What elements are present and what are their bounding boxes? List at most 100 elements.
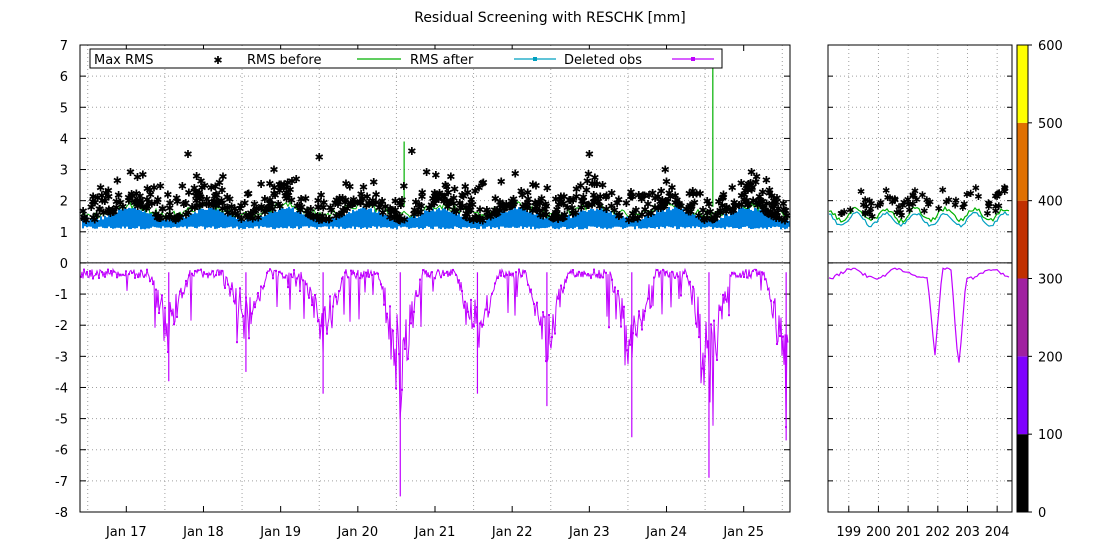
rms-before-point: ✱: [710, 212, 719, 225]
rms-before-point: ✱: [671, 189, 680, 202]
rms-before-point: ✱: [450, 204, 459, 217]
zoom-rms-before-point: ✱: [877, 198, 885, 209]
max-rms-bar: [192, 213, 194, 227]
rms-before-point: ✱: [341, 194, 350, 207]
max-rms-bar: [494, 215, 496, 228]
rms-before-point: ✱: [165, 209, 174, 222]
rms-before-point: ✱: [256, 178, 265, 191]
rms-before-point: ✱: [411, 196, 420, 209]
rms-before-point: ✱: [567, 202, 576, 215]
rms-before-point: ✱: [233, 209, 242, 222]
rms-before-point: ✱: [758, 200, 767, 213]
rms-before-point: ✱: [124, 195, 133, 208]
max-rms-bar: [498, 213, 500, 230]
rms-before-point: ✱: [297, 201, 306, 214]
rms-before-point: ✱: [684, 205, 693, 218]
zoom-rms-before-point: ✱: [1001, 187, 1009, 198]
max-rms-bar: [504, 211, 506, 228]
max-rms-bar: [708, 217, 710, 227]
rms-before-point: ✱: [188, 201, 197, 214]
max-rms-bar: [492, 216, 494, 228]
rms-before-point: ✱: [547, 212, 556, 225]
rms-before-point: ✱: [362, 199, 371, 212]
rms-before-point: ✱: [662, 196, 671, 209]
rms-before-point: ✱: [552, 203, 561, 216]
rms-before-point: ✱: [392, 208, 401, 221]
max-rms-bar: [278, 209, 280, 229]
x-tick-label: Jan 25: [722, 525, 764, 540]
rms-before-point: ✱: [465, 199, 474, 212]
max-rms-bar: [518, 207, 520, 228]
rms-before-point: ✱: [556, 193, 565, 206]
max-rms-bar: [446, 210, 448, 229]
max-rms-bar: [654, 214, 656, 229]
rms-before-point: ✱: [751, 176, 760, 189]
rms-before-point: ✱: [559, 197, 568, 210]
max-rms-bar: [312, 217, 314, 227]
rms-before-point: ✱: [478, 177, 487, 190]
legend: Max RMS ✱ RMS before RMS after Deleted obs: [89, 48, 723, 69]
rms-before-point: ✱: [506, 200, 515, 213]
rms-before-point: ✱: [235, 203, 244, 216]
rms-before-point: ✱: [218, 170, 227, 183]
rms-before-point: ✱: [472, 212, 481, 225]
rms-before-point: ✱: [368, 197, 377, 210]
rms-before-point: ✱: [332, 210, 341, 223]
max-rms-bar: [84, 217, 86, 227]
rms-before-point: ✱: [607, 200, 616, 213]
zoom-rms-before-point: ✱: [861, 210, 869, 221]
rms-before-point: ✱: [542, 200, 551, 213]
rms-before-point: ✱: [237, 213, 246, 226]
max-rms-bar: [394, 216, 396, 228]
rms-before-point: ✱: [105, 205, 114, 218]
max-rms-bar: [752, 210, 754, 229]
legend-label-rms-before: RMS before: [247, 53, 321, 68]
max-rms-bar: [202, 208, 204, 227]
rms-before-point: ✱: [660, 200, 669, 213]
rms-before-point: ✱: [153, 196, 162, 209]
rms-before-point: ✱: [394, 214, 403, 227]
legend-symbol-deleted-obs-point: [533, 57, 537, 61]
max-rms-bar: [390, 218, 392, 229]
max-rms-bar: [364, 208, 366, 228]
rms-before-point: ✱: [688, 185, 697, 198]
rms-before-point: ✱: [135, 190, 144, 203]
max-rms-bar: [728, 216, 730, 228]
max-rms-bar: [670, 210, 672, 228]
rms-before-point: ✱: [133, 200, 142, 213]
rms-before-point: ✱: [269, 188, 278, 201]
rms-before-point: ✱: [517, 185, 526, 198]
max-rms-bar: [86, 217, 88, 228]
rms-before-point: ✱: [248, 212, 257, 225]
max-rms-bar: [686, 209, 688, 228]
rms-before-point: ✱: [249, 206, 258, 219]
zoom-rms-before-point: ✱: [959, 203, 967, 214]
max-rms-bar: [434, 211, 436, 227]
max-rms-bar: [380, 213, 382, 228]
rms-before-point: ✱: [704, 198, 713, 211]
colorbar-tick-label: 0: [1038, 506, 1046, 521]
rms-before-point: ✱: [719, 188, 728, 201]
max-rms-bar: [102, 219, 104, 228]
chart-title: Residual Screening with RESCHK [mm]: [414, 10, 686, 26]
rms-before-point: ✱: [763, 207, 772, 220]
rms-before-point: ✱: [499, 203, 508, 216]
rms-before-point: ✱: [590, 178, 599, 191]
rms-before-point: ✱: [304, 209, 313, 222]
rms-before-point: ✱: [633, 212, 642, 225]
zoom-rms-before-point: ✱: [909, 200, 917, 211]
rms-before-point: ✱: [768, 207, 777, 220]
rms-before-point: ✱: [755, 191, 764, 204]
rms-before-point: ✱: [665, 187, 674, 200]
rms-before-point: ✱: [204, 198, 213, 211]
zoom-rms-before-point: ✱: [942, 197, 950, 208]
colorbar: 0 100 200 300 400 500 600: [1016, 39, 1063, 521]
rms-before-point: ✱: [758, 186, 767, 199]
rms-before-point: ✱: [99, 207, 108, 220]
zoom-rms-before-point: ✱: [920, 206, 928, 217]
rms-before-point: ✱: [475, 212, 484, 225]
x-tick-label: Jan 18: [182, 525, 224, 540]
rms-before-point: ✱: [371, 196, 380, 209]
max-rms-bar: [718, 219, 720, 228]
rms-before-point: ✱: [614, 193, 623, 206]
